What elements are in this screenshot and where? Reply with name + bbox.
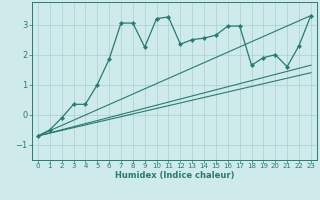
X-axis label: Humidex (Indice chaleur): Humidex (Indice chaleur)	[115, 171, 234, 180]
